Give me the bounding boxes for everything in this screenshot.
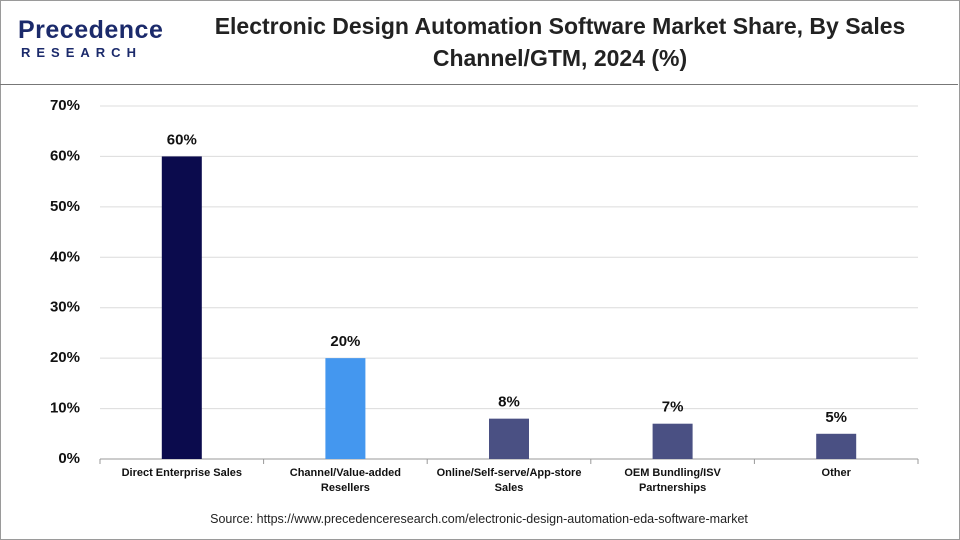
x-tick-label: OEM Bundling/ISV Partnerships <box>624 467 721 494</box>
bar <box>325 358 366 459</box>
bar <box>161 156 202 459</box>
value-label: 8% <box>498 394 520 411</box>
y-tick-label: 70% <box>50 97 80 114</box>
x-tick-label: Other <box>821 467 851 479</box>
header: Precedence RESEARCH Electronic Design Au… <box>0 0 958 85</box>
bar <box>489 418 529 459</box>
logo-tagline: RESEARCH <box>21 45 142 60</box>
source: Source: https://www.precedenceresearch.c… <box>210 512 748 526</box>
y-tick-label: 50% <box>50 198 80 215</box>
y-tick-label: 20% <box>50 349 80 366</box>
x-tick-label: Direct Enterprise Sales <box>121 467 243 479</box>
bar <box>652 423 693 459</box>
x-tick-label: Online/Self-serve/App-store Sales <box>436 467 582 494</box>
bar <box>816 433 857 459</box>
x-tick-label: Channel/Value-added Resellers <box>289 467 402 494</box>
y-tick-label: 0% <box>58 450 80 467</box>
chart-title: Electronic Design Automation Software Ma… <box>214 13 906 71</box>
value-label: 5% <box>825 409 847 426</box>
y-tick-label: 60% <box>50 147 80 164</box>
value-label: 60% <box>167 131 197 148</box>
value-label: 7% <box>662 399 684 416</box>
y-tick-label: 30% <box>50 299 80 316</box>
logo-name: Precedence <box>18 16 164 44</box>
value-label: 20% <box>330 333 360 350</box>
y-tick-label: 40% <box>50 248 80 265</box>
y-tick-label: 10% <box>50 400 80 417</box>
